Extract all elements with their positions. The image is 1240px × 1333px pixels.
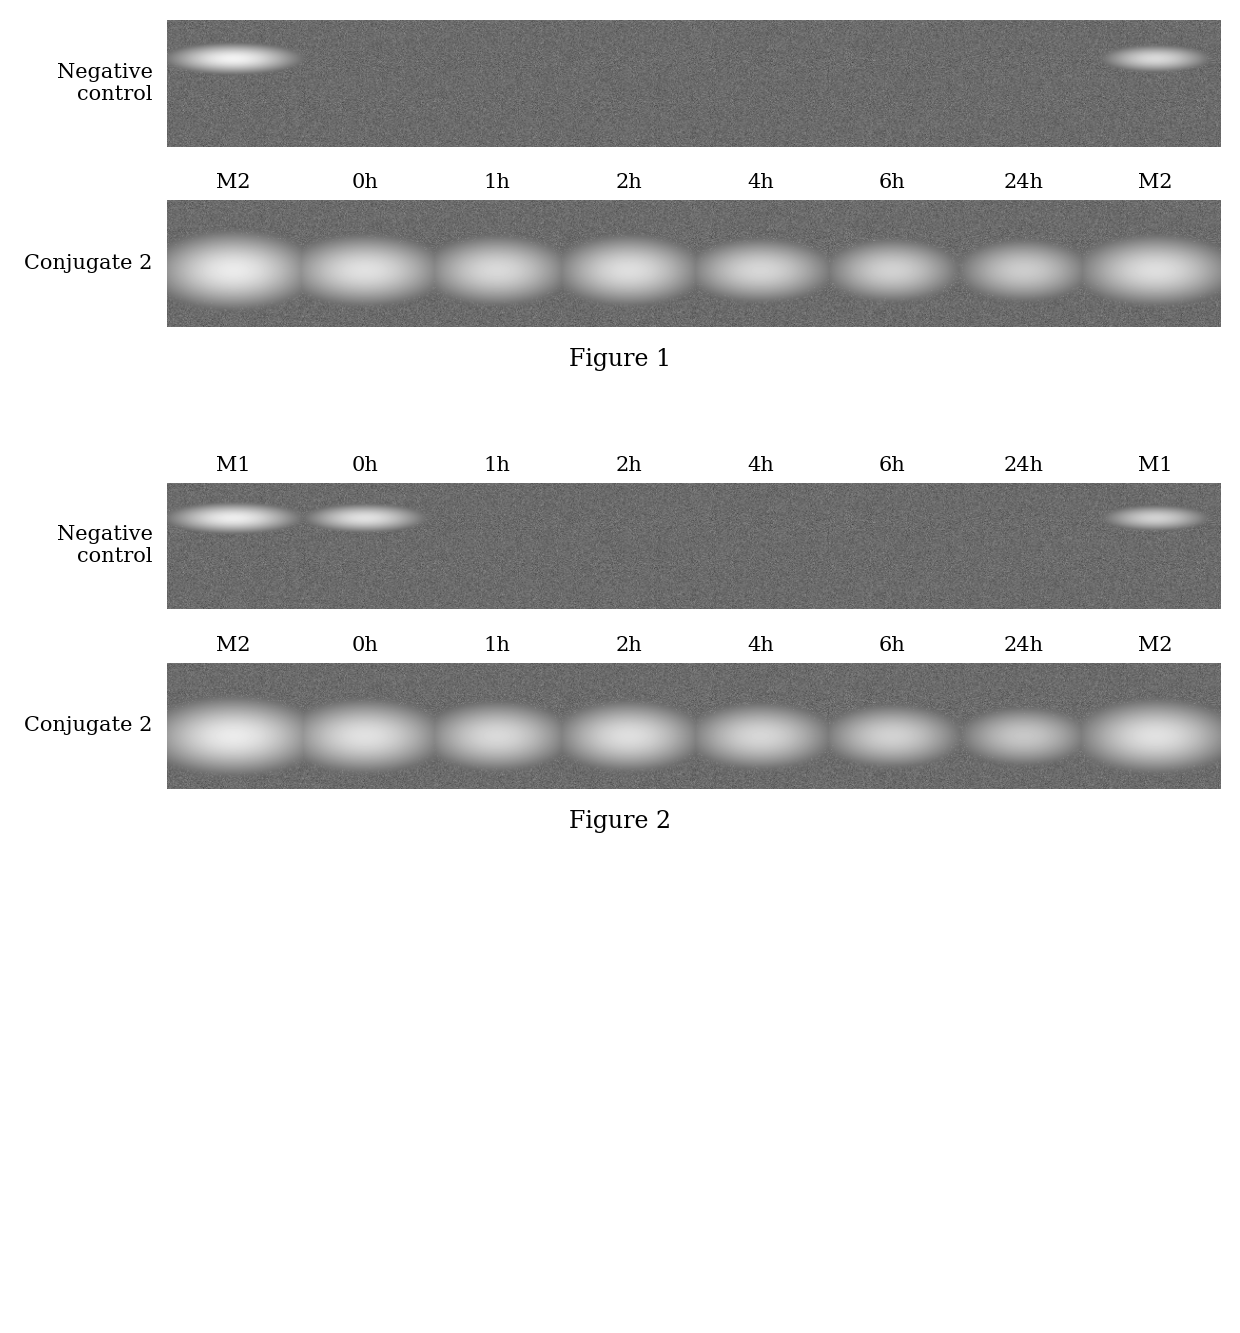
Text: M2: M2 [1138,636,1173,655]
Text: 1h: 1h [484,456,510,475]
Text: Negative
control: Negative control [57,63,153,104]
Text: Figure 1: Figure 1 [569,348,671,371]
Text: Figure 2: Figure 2 [569,810,671,833]
Text: 24h: 24h [1003,456,1044,475]
Text: 4h: 4h [746,173,774,192]
Text: 1h: 1h [484,636,510,655]
Text: 0h: 0h [352,173,378,192]
Text: M1: M1 [216,456,250,475]
Text: 2h: 2h [615,173,642,192]
Text: 0h: 0h [352,456,378,475]
Text: Negative
control: Negative control [57,525,153,567]
Text: 6h: 6h [879,636,905,655]
Text: 6h: 6h [879,456,905,475]
Text: M2: M2 [216,173,250,192]
Text: 2h: 2h [615,636,642,655]
Text: 6h: 6h [879,173,905,192]
Text: 4h: 4h [746,456,774,475]
Text: 24h: 24h [1003,636,1044,655]
Text: Conjugate 2: Conjugate 2 [24,253,153,273]
Text: 4h: 4h [746,636,774,655]
Text: Conjugate 2: Conjugate 2 [24,716,153,736]
Text: 24h: 24h [1003,173,1044,192]
Text: 1h: 1h [484,173,510,192]
Text: 0h: 0h [352,636,378,655]
Text: M2: M2 [216,636,250,655]
Text: M2: M2 [1138,173,1173,192]
Text: M1: M1 [1138,456,1173,475]
Text: 2h: 2h [615,456,642,475]
